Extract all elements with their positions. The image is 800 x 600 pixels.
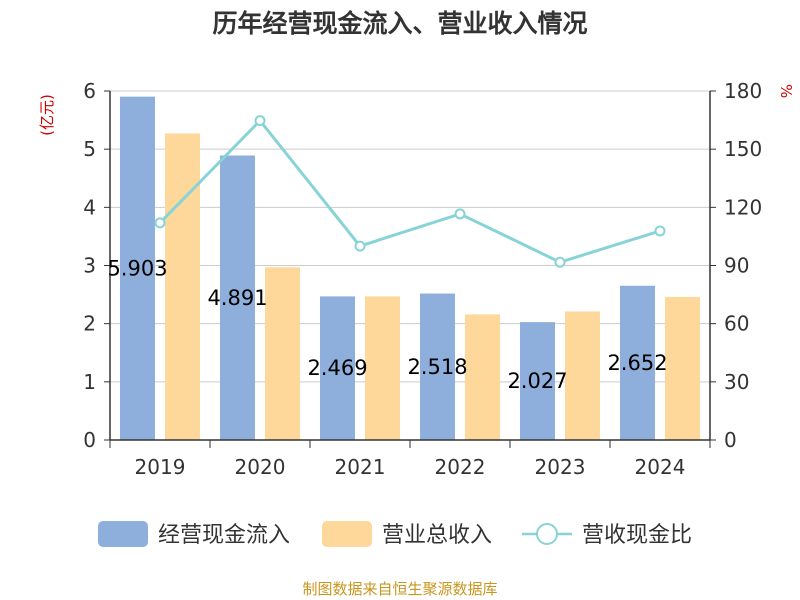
left-tick-label: 6 [83,79,96,103]
left-tick-label: 3 [83,254,96,278]
x-tick-label: 2023 [535,455,586,479]
legend-swatch-marker [536,523,558,545]
bar-label: 4.891 [207,286,267,310]
legend-label: 营业总收入 [382,523,492,548]
bar-revenue [365,296,400,440]
ratio-point [454,208,466,220]
left-axis-unit: (亿元) [38,94,56,136]
ratio-point [654,225,666,237]
bar-revenue [665,296,700,440]
x-tick-label: 2020 [235,455,286,479]
left-tick-label: 5 [83,137,96,161]
x-tick-label: 2019 [135,455,186,479]
right-tick-label: 120 [724,195,762,219]
chart-title: 历年经营现金流入、营业收入情况 [212,9,587,38]
legend-swatch [98,521,148,547]
bar-cash-inflow [520,322,555,440]
left-tick-label: 0 [83,428,96,452]
bar-label: 2.027 [507,369,567,393]
right-tick-label: 150 [724,137,762,161]
right-tick-label: 60 [724,312,749,336]
ratio-point [354,240,366,252]
gridlines [110,90,710,383]
x-tick-label: 2024 [635,455,686,479]
bar-labels: 5.903 4.891 2.469 2.518 2.027 2.652 [107,256,667,393]
bar-cash-inflow [620,285,655,440]
source-note: 制图数据来自恒生聚源数据库 [302,580,497,598]
x-tick-label: 2021 [335,455,386,479]
bar-label: 2.652 [607,351,667,375]
bar-cash-inflow [320,296,355,440]
right-axis-unit: % [777,84,795,98]
left-tick-label: 2 [83,312,96,336]
bar-revenue [565,311,600,440]
legend-label: 营收现金比 [582,523,692,548]
x-tick-label: 2022 [435,455,486,479]
bar-cash-inflow [220,155,255,440]
right-tick-label: 180 [724,79,762,103]
legend: 经营现金流入 营业总收入 营收现金比 [98,521,692,548]
ratio-point [254,115,266,127]
bar-cash-inflow [120,96,155,441]
ratio-point [154,217,166,229]
right-tick-label: 0 [724,428,737,452]
bar-label: 2.469 [307,356,367,380]
ratio-point [554,256,566,268]
bar-revenue [465,314,500,440]
bar-revenue [265,267,300,440]
ratio-line [154,115,666,268]
right-tick-label: 90 [724,254,749,278]
bar-cash-inflow [420,293,455,440]
bar-revenue [165,133,200,440]
left-tick-label: 1 [83,370,96,394]
bars [120,96,700,441]
bar-label: 2.518 [407,355,467,379]
left-tick-label: 4 [83,195,96,219]
right-tick-label: 30 [724,370,749,394]
legend-label: 经营现金流入 [158,523,290,548]
bar-label: 5.903 [107,256,167,280]
ratio-line-path [158,118,661,264]
legend-swatch [322,521,372,547]
